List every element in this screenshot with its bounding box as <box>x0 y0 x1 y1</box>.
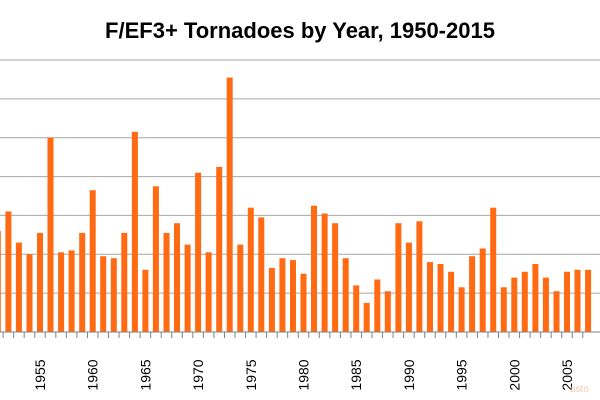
bar-2000 <box>511 277 518 332</box>
bar-1984 <box>342 258 349 332</box>
bar-1951 <box>0 231 1 332</box>
bar-2002 <box>532 264 539 332</box>
bar-1962 <box>110 258 117 332</box>
bar-1983 <box>332 223 339 332</box>
bar-1989 <box>395 223 402 332</box>
bar-1967 <box>163 232 170 332</box>
bar-1999 <box>500 287 507 332</box>
bar-1965 <box>142 269 149 332</box>
x-tick-label-1975: 1975 <box>243 359 259 390</box>
bar-1993 <box>437 264 444 332</box>
bar-1973 <box>226 77 233 332</box>
bar-1986 <box>363 302 370 332</box>
bar-1972 <box>216 166 223 332</box>
gridlines <box>0 59 600 294</box>
bar-1977 <box>268 267 275 332</box>
bar-1956 <box>47 137 54 332</box>
x-tick-label-1970: 1970 <box>190 359 206 390</box>
bar-1988 <box>384 291 391 332</box>
bar-1957 <box>58 252 65 332</box>
bar-1960 <box>89 190 96 332</box>
bar-1978 <box>279 258 286 332</box>
x-tick-label-1965: 1965 <box>137 359 153 390</box>
bar-1991 <box>416 221 423 332</box>
bar-1961 <box>100 256 107 332</box>
x-tick-label-1985: 1985 <box>348 359 364 390</box>
bar-1995 <box>458 287 465 332</box>
bar-1980 <box>300 273 307 332</box>
bar-1952 <box>5 211 12 332</box>
x-tick-label-1980: 1980 <box>296 359 312 390</box>
bar-1963 <box>121 232 128 332</box>
x-tick-label-1990: 1990 <box>401 359 417 390</box>
bar-1994 <box>448 271 455 332</box>
bar-1968 <box>174 223 180 332</box>
x-tick-label-2000: 2000 <box>506 359 522 390</box>
bar-1985 <box>353 285 360 332</box>
bar-1958 <box>68 250 75 332</box>
bar-2007 <box>585 269 592 332</box>
bar-2006 <box>574 269 581 332</box>
bar-1955 <box>37 232 43 332</box>
bar-2001 <box>521 271 528 332</box>
bar-1975 <box>247 207 254 332</box>
bar-1970 <box>195 172 202 332</box>
bar-1969 <box>184 244 191 332</box>
x-tick-label-2005: 2005 <box>559 359 575 390</box>
bar-1996 <box>469 256 476 332</box>
x-tick-label-1960: 1960 <box>85 359 101 390</box>
bar-1987 <box>374 279 381 332</box>
bar-1954 <box>26 254 33 332</box>
x-tick-label-1955: 1955 <box>32 359 48 390</box>
bar-1979 <box>290 260 296 332</box>
bar-1953 <box>15 242 22 332</box>
bar-1971 <box>205 252 212 332</box>
bar-2005 <box>564 271 570 332</box>
bars <box>0 77 592 332</box>
bar-1976 <box>258 217 265 332</box>
bar-1981 <box>311 205 317 332</box>
bar-1990 <box>405 242 412 332</box>
bar-1959 <box>79 232 86 332</box>
x-axis-ticks: 1955 1960 1965 1970 1975 1980 1985 1990 1995 2000… <box>2 332 584 391</box>
bar-2004 <box>553 291 560 332</box>
bar-1992 <box>427 262 433 332</box>
bar-1966 <box>152 186 159 332</box>
bar-1964 <box>131 131 138 332</box>
chart-title: F/EF3+ Tornadoes by Year, 1950-2015 <box>105 18 495 43</box>
watermark-text: usto <box>570 384 589 395</box>
bar-1997 <box>479 248 486 332</box>
x-tick-label-1995: 1995 <box>454 359 470 390</box>
bar-1974 <box>237 244 244 332</box>
bar-2003 <box>542 277 549 332</box>
bar-1998 <box>490 207 497 332</box>
bar-1982 <box>321 213 328 332</box>
